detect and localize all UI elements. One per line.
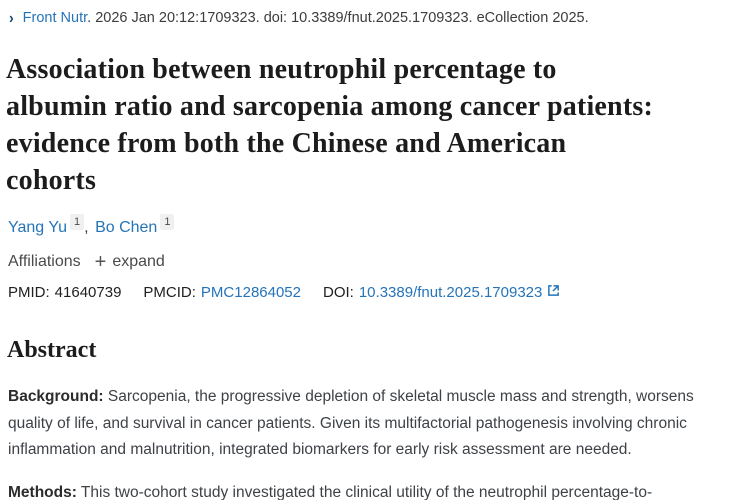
expand-affiliations-button[interactable]: + expand <box>94 251 165 273</box>
expand-label: expand <box>112 253 165 270</box>
article-title: Association between neutrophil percentag… <box>6 51 742 199</box>
abstract-paragraph-methods: Methods: This two-cohort study investiga… <box>8 480 742 500</box>
affiliations-label: Affiliations <box>8 253 81 270</box>
pmid-label: PMID: <box>8 284 50 301</box>
article-title-line: Association between neutrophil percentag… <box>6 54 557 85</box>
pmcid-link[interactable]: PMC12864052 <box>200 284 301 301</box>
affiliations-row: Affiliations + expand <box>8 251 742 273</box>
doi-link[interactable]: 10.3389/fnut.2025.1709323 <box>358 284 543 301</box>
authors-list: Yang Yu 1, Bo Chen 1 <box>8 214 742 237</box>
plus-icon: + <box>94 251 107 273</box>
citation-text: . 2026 Jan 20:12:1709323. doi: 10.3389/f… <box>87 10 589 26</box>
pmcid-label: PMCID: <box>143 284 196 301</box>
affiliation-superscript[interactable]: 1 <box>70 214 85 230</box>
paragraph-text: Sarcopenia, the progressive depletion of… <box>8 388 694 458</box>
doi-group: DOI: 10.3389/fnut.2025.1709323 <box>323 284 560 301</box>
pmcid-group: PMCID: PMC12864052 <box>143 284 301 301</box>
chevron-right-icon[interactable]: › <box>9 7 14 27</box>
identifiers-row: PMID: 41640739 PMCID: PMC12864052 DOI: 1… <box>8 284 742 301</box>
affiliation-superscript[interactable]: 1 <box>160 214 175 230</box>
abstract-heading: Abstract <box>7 337 97 363</box>
author-link[interactable]: Bo Chen <box>95 219 158 236</box>
doi-label: DOI: <box>323 284 354 301</box>
paragraph-label: Methods: <box>8 483 77 500</box>
paragraph-text: This two-cohort study investigated the c… <box>76 483 653 500</box>
abstract-paragraph-background: Background: Sarcopenia, the progressive … <box>8 384 742 464</box>
author-link[interactable]: Yang Yu <box>8 219 68 236</box>
article-title-line: cohorts <box>6 165 97 196</box>
pmid-value: 41640739 <box>54 284 122 301</box>
author-separator: , <box>84 219 89 236</box>
external-link-icon <box>547 284 560 301</box>
citation-bar: › Front Nutr. 2026 Jan 20:12:1709323. doi… <box>9 7 742 27</box>
paragraph-label: Background: <box>8 388 104 405</box>
journal-link[interactable]: Front Nutr <box>22 10 88 26</box>
article-title-line: evidence from both the Chinese and Ameri… <box>6 128 567 159</box>
article-title-line: albumin ratio and sarcopenia among cance… <box>6 91 653 122</box>
pmid-group: PMID: 41640739 <box>8 284 121 301</box>
